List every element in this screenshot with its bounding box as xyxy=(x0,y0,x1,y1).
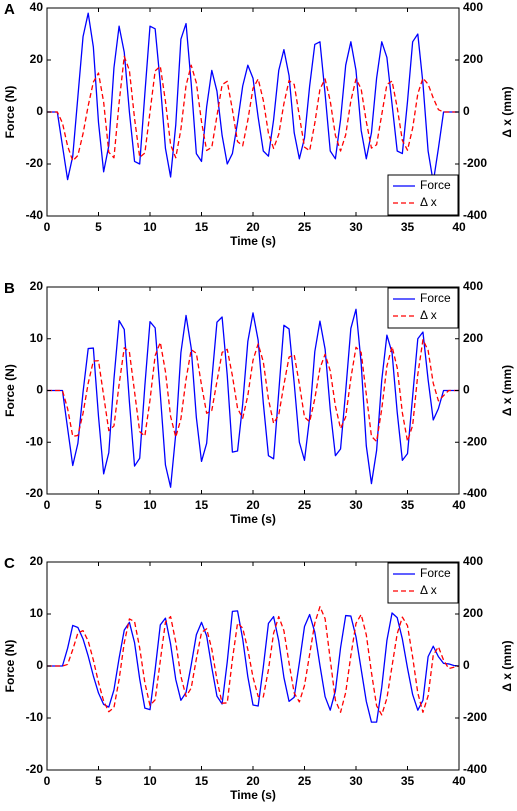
y2-tick-label: 0 xyxy=(463,658,470,672)
y2-tick-label: 400 xyxy=(463,0,483,14)
y-tick-label: 40 xyxy=(30,0,44,14)
y2-axis-label: Δ x (mm) xyxy=(500,365,514,416)
x-axis-label: Time (s) xyxy=(230,788,276,802)
legend-label: Δ x xyxy=(420,583,437,597)
y2-tick-label: -400 xyxy=(463,208,487,222)
y-tick-label: 10 xyxy=(30,331,44,345)
panel-label: B xyxy=(4,280,15,297)
x-tick-label: 10 xyxy=(143,220,157,234)
panel: 0 5 10 15 20 25 30 35 40 -20 -10 0 10 20 -400 -200 0 200 4… xyxy=(3,554,514,802)
y2-tick-label: -200 xyxy=(463,434,487,448)
legend-label: Force xyxy=(420,291,451,305)
panel-label: A xyxy=(4,1,15,18)
x-tick-label: 30 xyxy=(349,498,363,512)
x-tick-label: 10 xyxy=(143,498,157,512)
x-tick-label: 5 xyxy=(95,220,102,234)
y-tick-label: 0 xyxy=(36,383,43,397)
legend-box xyxy=(387,174,459,216)
x-axis-label: Time (s) xyxy=(230,512,276,526)
x-tick-label: 10 xyxy=(143,774,157,788)
y-tick-label: -40 xyxy=(26,208,44,222)
y2-tick-label: 200 xyxy=(463,52,483,66)
legend-label: Δ x xyxy=(420,308,437,322)
y-tick-label: -10 xyxy=(26,434,44,448)
y2-axis-label: Δ x (mm) xyxy=(500,86,514,137)
y2-tick-label: 400 xyxy=(463,554,483,568)
y-tick-label: -20 xyxy=(26,156,44,170)
y2-tick-label: -400 xyxy=(463,486,487,500)
legend: Force Δ x xyxy=(387,287,459,329)
data-line xyxy=(47,55,459,162)
legend-box xyxy=(387,562,459,604)
x-tick-label: 35 xyxy=(401,498,415,512)
x-tick-label: 20 xyxy=(246,498,260,512)
x-tick-label: 15 xyxy=(195,220,209,234)
x-tick-label: 25 xyxy=(298,774,312,788)
legend: Force Δ x xyxy=(387,562,459,604)
y-tick-label: 10 xyxy=(30,606,44,620)
y2-tick-label: -200 xyxy=(463,710,487,724)
data-line xyxy=(47,12,459,183)
y2-tick-label: -400 xyxy=(463,762,487,776)
x-tick-label: 35 xyxy=(401,774,415,788)
panel-label: C xyxy=(4,555,15,572)
x-tick-label: 20 xyxy=(246,774,260,788)
x-tick-label: 25 xyxy=(298,498,312,512)
y-tick-label: -20 xyxy=(26,486,44,500)
y-tick-label: 20 xyxy=(30,52,44,66)
y2-tick-label: 0 xyxy=(463,383,470,397)
x-tick-label: 5 xyxy=(95,498,102,512)
x-tick-label: 30 xyxy=(349,774,363,788)
y2-tick-label: -200 xyxy=(463,156,487,170)
y2-tick-label: 400 xyxy=(463,279,483,293)
x-tick-label: 15 xyxy=(195,774,209,788)
x-tick-label: 5 xyxy=(95,774,102,788)
data-line xyxy=(47,308,459,488)
y-axis-label: Force (N) xyxy=(3,364,17,417)
x-tick-label: 30 xyxy=(349,220,363,234)
x-tick-label: 25 xyxy=(298,220,312,234)
x-tick-label: 0 xyxy=(44,498,51,512)
x-tick-label: 40 xyxy=(452,498,466,512)
y-axis-label: Force (N) xyxy=(3,86,17,139)
y2-tick-label: 0 xyxy=(463,104,470,118)
y2-tick-label: 200 xyxy=(463,331,483,345)
x-tick-label: 20 xyxy=(246,220,260,234)
x-tick-label: 40 xyxy=(452,774,466,788)
y-tick-label: 0 xyxy=(36,658,43,672)
panel: 0 5 10 15 20 25 30 35 40-40-2002040-400-20002004… xyxy=(3,0,514,248)
x-tick-label: 35 xyxy=(401,220,415,234)
legend: Force Δ x xyxy=(387,174,459,216)
y-tick-label: -20 xyxy=(26,762,44,776)
y-tick-label: 0 xyxy=(36,104,43,118)
legend-label: Force xyxy=(420,566,451,580)
data-line xyxy=(47,339,459,443)
panel: 0 5 10 15 20 25 30 35 40 -20 -10 0 10 20 -400 -200 0 200 4… xyxy=(3,279,514,526)
y2-axis-label: Δ x (mm) xyxy=(500,640,514,691)
y2-tick-label: 200 xyxy=(463,606,483,620)
x-tick-label: 15 xyxy=(195,498,209,512)
x-tick-label: 40 xyxy=(452,220,466,234)
data-line xyxy=(47,610,460,723)
x-tick-label: 0 xyxy=(44,220,51,234)
legend-label: Force xyxy=(420,178,451,192)
legend-box xyxy=(387,287,459,329)
y-tick-label: 20 xyxy=(30,554,44,568)
legend-label: Δ x xyxy=(420,195,437,209)
x-tick-label: 0 xyxy=(44,774,51,788)
data-line xyxy=(47,606,460,716)
y-tick-label: 20 xyxy=(30,279,44,293)
y-tick-label: -10 xyxy=(26,710,44,724)
y-axis-label: Force (N) xyxy=(3,640,17,693)
x-axis-label: Time (s) xyxy=(230,234,276,248)
